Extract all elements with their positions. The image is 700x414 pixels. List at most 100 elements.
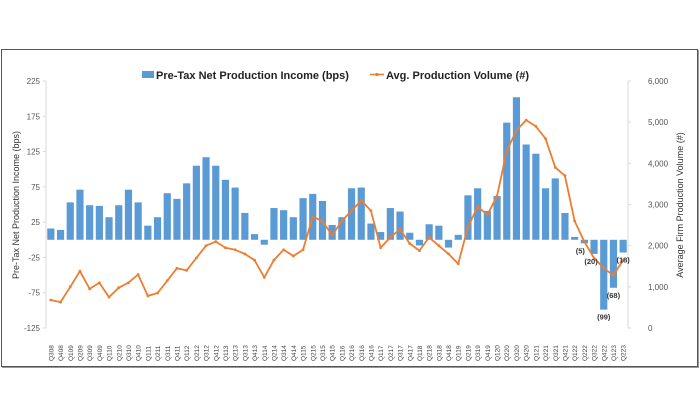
bar-Q214	[270, 208, 278, 240]
x-tick-label: Q209	[77, 345, 84, 361]
production-volume-line	[50, 119, 624, 304]
y2-axis-ticks: 6,000 5,000 4,000 3,000 2,000 1,000 0	[628, 77, 669, 333]
bar-Q112	[183, 183, 191, 240]
y2-tick-label: 0	[648, 324, 653, 333]
y-axis-title: Pre-Tax Net Production Income (bps)	[11, 131, 21, 279]
data-label-Q222: (5)	[576, 246, 586, 255]
x-tick-label: Q217	[388, 345, 395, 361]
x-tick-label: Q316	[359, 345, 366, 361]
data-label-Q123: (68)	[607, 291, 621, 300]
bar-Q312	[202, 157, 210, 240]
line-point-Q123	[612, 273, 615, 277]
line-point-Q223	[621, 258, 625, 262]
x-tick-label: Q115	[301, 345, 308, 361]
bar-Q408	[56, 229, 65, 240]
x-tick-label: Q315	[320, 345, 327, 361]
line-point-Q214	[272, 258, 276, 262]
line-point-Q110	[107, 295, 111, 299]
y2-tick-label: 5,000	[648, 118, 669, 127]
x-tick-label: Q122	[572, 345, 579, 361]
x-tick-label: Q210	[116, 345, 123, 361]
line-point-Q421	[563, 174, 567, 178]
line-point-Q419	[485, 213, 489, 217]
bar-Q119	[454, 234, 462, 240]
line-point-Q115	[301, 248, 305, 252]
x-tick-label: Q420	[524, 345, 531, 361]
bar-Q413	[250, 234, 259, 240]
bar-Q116	[338, 217, 346, 240]
x-tick-label: Q218	[427, 345, 434, 361]
bar-Q218	[425, 224, 433, 240]
line-point-Q118	[418, 249, 421, 253]
x-tick-label: Q121	[533, 345, 540, 361]
bar-Q210	[115, 205, 123, 240]
x-tick-label: Q109	[68, 345, 75, 361]
line-point-Q112	[185, 268, 189, 272]
x-tick-label: Q409	[97, 345, 104, 361]
bar-Q316	[357, 187, 365, 240]
line-point-Q211	[156, 291, 159, 295]
x-tick-label: Q411	[174, 345, 181, 361]
bar-Q322	[590, 239, 598, 254]
y2-tick-label: 2,000	[648, 242, 669, 251]
x-tick-label: Q321	[553, 345, 560, 361]
data-label-Q422: (99)	[597, 313, 611, 322]
y-tick-label: 225	[27, 77, 41, 86]
x-tick-label: Q216	[349, 345, 356, 361]
line-point-Q120	[495, 194, 499, 198]
x-tick-label: Q413	[252, 345, 259, 361]
bar-Q409	[95, 205, 103, 240]
bar-Q320	[512, 97, 521, 240]
x-tick-label: Q120	[495, 345, 502, 361]
x-tick-label: Q118	[417, 345, 424, 361]
x-tick-label: Q419	[485, 345, 492, 361]
line-point-Q310	[127, 281, 130, 285]
bar-Q308	[47, 228, 55, 240]
bar-Q114	[260, 239, 268, 245]
line-point-Q213	[233, 248, 237, 252]
bar-Q414	[289, 217, 297, 240]
legend-swatch-bars	[142, 71, 154, 78]
line-point-Q411	[175, 266, 179, 270]
line-point-Q414	[291, 254, 295, 258]
line-point-Q318	[437, 244, 441, 248]
bar-Q314	[280, 210, 288, 240]
line-point-Q111	[146, 294, 150, 298]
x-tick-label: Q213	[233, 345, 240, 361]
line-point-Q114	[262, 275, 266, 279]
line-point-Q320	[515, 129, 518, 132]
bar-Q110	[105, 217, 113, 240]
y-tick-label: -25	[28, 253, 40, 262]
x-tick-label: Q211	[155, 345, 162, 361]
x-tick-label: Q110	[107, 345, 114, 361]
x-tick-label: Q123	[611, 345, 618, 361]
bar-Q109	[66, 202, 74, 240]
x-tick-label: Q421	[562, 345, 569, 361]
x-tick-label: Q318	[436, 345, 443, 361]
bar-Q211	[153, 217, 162, 240]
bar-Q318	[435, 225, 443, 240]
bar-Q113	[221, 179, 230, 240]
bar-Q417	[406, 232, 414, 240]
y-tick-label: -75	[28, 289, 40, 298]
x-tick-label: Q410	[136, 345, 143, 361]
x-tick-label: Q417	[407, 345, 414, 361]
y2-axis-title: Average Firm Production Volume (#)	[675, 132, 685, 277]
y2-tick-label: 4,000	[648, 159, 669, 168]
x-tick-label: Q314	[281, 345, 288, 361]
y-tick-label: 25	[31, 218, 40, 227]
line-point-Q413	[253, 258, 256, 262]
x-tick-label: Q221	[543, 345, 550, 361]
x-axis-ticks: Q308 Q408 Q109 Q209 Q309 Q409 Q110 Q210 Q310 Q410…	[48, 345, 627, 361]
bar-Q309	[86, 205, 94, 240]
line-point-Q314	[282, 248, 286, 252]
line-point-Q216	[350, 209, 353, 213]
bar-Q118	[415, 239, 424, 246]
bar-Q209	[76, 189, 84, 240]
y-axis-ticks: 225 175 125 75 25 -25 -75 -125	[24, 77, 46, 333]
bar-Q319	[474, 188, 482, 240]
bar-Q416	[367, 223, 375, 240]
data-labels: (5) (20) (99) (68) (18)	[576, 246, 631, 321]
line-point-Q317	[398, 227, 402, 231]
x-tick-label: Q313	[242, 345, 249, 361]
